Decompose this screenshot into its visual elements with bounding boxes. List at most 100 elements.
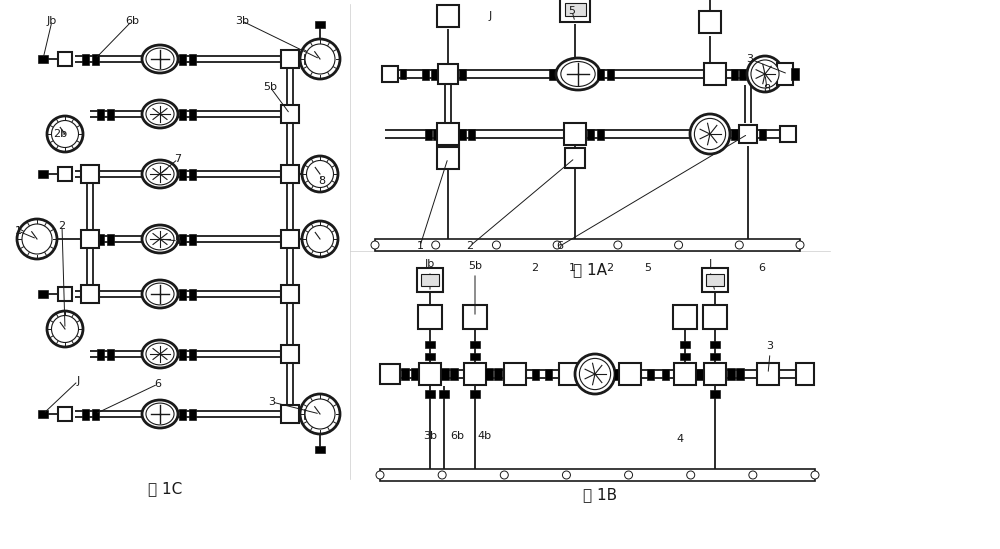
Bar: [81, 285, 99, 303]
Circle shape: [47, 311, 83, 347]
Circle shape: [305, 399, 335, 429]
Bar: [178, 109, 186, 120]
Circle shape: [52, 316, 78, 343]
Bar: [780, 126, 796, 142]
Text: 5: 5: [175, 236, 182, 246]
Bar: [411, 368, 419, 380]
Bar: [673, 305, 697, 329]
Bar: [710, 352, 720, 360]
Circle shape: [735, 241, 743, 249]
Bar: [596, 69, 604, 80]
Bar: [464, 363, 486, 385]
Bar: [178, 233, 186, 244]
Bar: [92, 408, 98, 419]
Bar: [439, 390, 449, 398]
Text: 8: 8: [318, 176, 326, 186]
Bar: [188, 53, 196, 64]
Circle shape: [306, 160, 334, 188]
Ellipse shape: [146, 103, 174, 125]
Bar: [380, 364, 400, 384]
Text: 2b: 2b: [53, 129, 67, 139]
Ellipse shape: [146, 343, 174, 365]
Circle shape: [811, 471, 819, 479]
Bar: [178, 289, 186, 300]
Text: 3b: 3b: [235, 16, 249, 26]
Circle shape: [687, 471, 695, 479]
Bar: [382, 66, 398, 82]
Bar: [281, 105, 299, 123]
Bar: [430, 69, 438, 80]
Text: 3b: 3b: [423, 431, 437, 441]
Bar: [38, 55, 48, 63]
Bar: [58, 167, 72, 181]
Text: 8: 8: [763, 84, 771, 94]
Text: 4: 4: [676, 434, 684, 444]
Text: 6: 6: [556, 241, 564, 251]
Bar: [96, 349, 104, 360]
Bar: [425, 340, 435, 348]
Text: 6: 6: [154, 379, 162, 389]
Bar: [504, 363, 526, 385]
Circle shape: [614, 241, 622, 249]
Bar: [188, 289, 196, 300]
Circle shape: [305, 44, 335, 74]
Bar: [586, 128, 594, 139]
Bar: [82, 169, 88, 180]
Bar: [703, 305, 727, 329]
Ellipse shape: [142, 45, 178, 73]
Text: 4b: 4b: [478, 431, 492, 441]
Ellipse shape: [142, 225, 178, 253]
Bar: [710, 390, 720, 398]
Bar: [58, 407, 72, 421]
Bar: [425, 390, 435, 398]
Bar: [432, 128, 440, 139]
Bar: [281, 405, 299, 423]
Text: 5b: 5b: [468, 261, 482, 271]
Text: J: J: [76, 376, 80, 386]
Text: 6: 6: [759, 263, 766, 273]
Bar: [696, 368, 702, 379]
Ellipse shape: [146, 228, 174, 250]
Bar: [532, 368, 538, 379]
Ellipse shape: [694, 119, 726, 149]
Text: 5b: 5b: [263, 82, 277, 92]
Bar: [178, 169, 186, 180]
Bar: [564, 3, 586, 15]
Bar: [380, 469, 815, 481]
Text: 2: 2: [58, 221, 66, 231]
Bar: [727, 368, 735, 380]
Bar: [548, 69, 556, 80]
Bar: [588, 368, 596, 379]
Ellipse shape: [146, 163, 174, 185]
Circle shape: [749, 471, 757, 479]
Circle shape: [371, 241, 379, 249]
Bar: [560, 0, 590, 22]
Bar: [791, 68, 799, 80]
Bar: [614, 368, 620, 379]
Bar: [400, 69, 406, 79]
Bar: [58, 287, 72, 301]
Ellipse shape: [146, 48, 174, 70]
Circle shape: [376, 471, 384, 479]
Bar: [401, 368, 409, 380]
Circle shape: [17, 219, 57, 259]
Circle shape: [47, 116, 83, 152]
Bar: [106, 109, 114, 120]
Circle shape: [22, 224, 52, 254]
Bar: [738, 69, 746, 80]
Bar: [178, 53, 186, 64]
Bar: [281, 345, 299, 363]
Text: 3: 3: [268, 397, 276, 407]
Bar: [188, 169, 196, 180]
Text: 5: 5: [568, 6, 576, 16]
Text: 1: 1: [14, 226, 22, 236]
Bar: [281, 230, 299, 248]
Bar: [730, 128, 738, 139]
Bar: [58, 52, 72, 66]
Bar: [559, 363, 581, 385]
Circle shape: [302, 221, 338, 257]
Bar: [178, 349, 186, 360]
Bar: [304, 409, 310, 419]
Bar: [704, 363, 726, 385]
Ellipse shape: [142, 100, 178, 128]
